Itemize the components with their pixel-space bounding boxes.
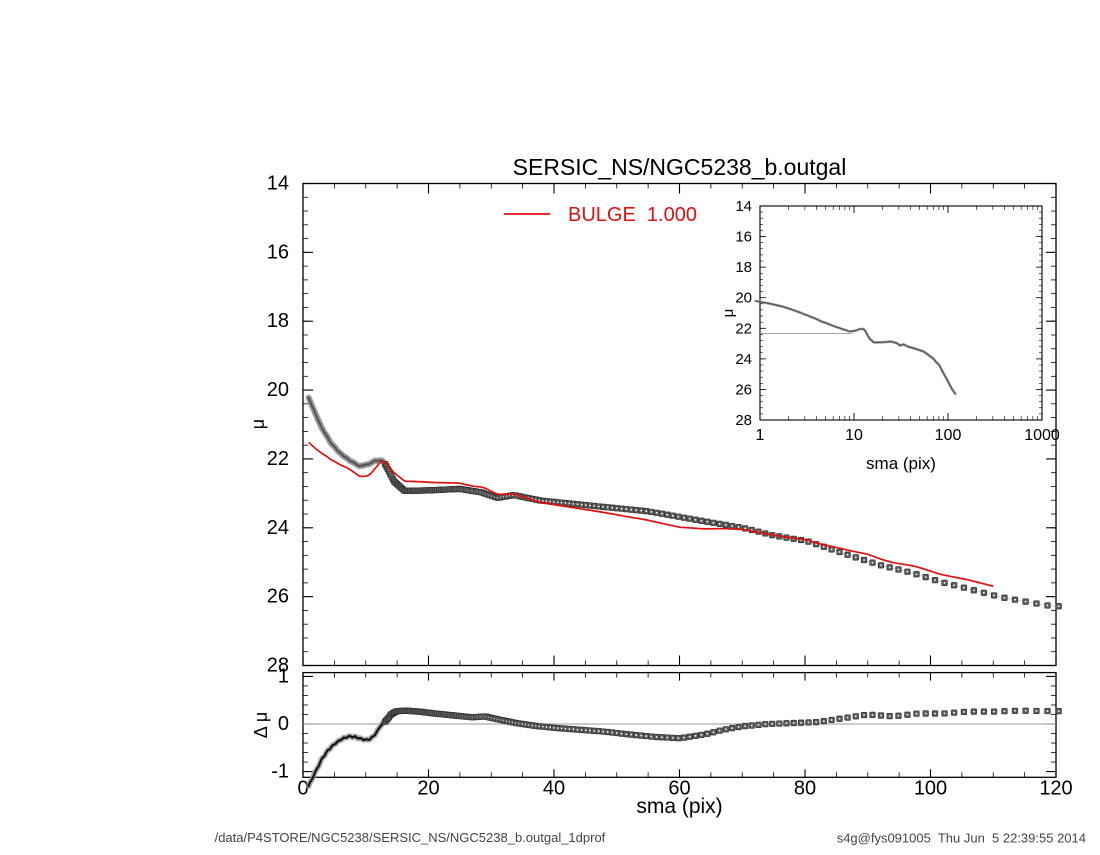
svg-text:s4g@fys091005 Thu Jun 5 22:3: s4g@fys091005 Thu Jun 5 22:39:55 2014	[837, 831, 1086, 846]
svg-text:0: 0	[278, 713, 289, 735]
svg-text:20: 20	[267, 379, 289, 401]
svg-text:80: 80	[794, 777, 816, 799]
svg-text:16: 16	[735, 229, 752, 246]
svg-text:24: 24	[735, 351, 752, 368]
svg-text:22: 22	[267, 448, 289, 470]
svg-text:26: 26	[735, 381, 752, 398]
svg-text:20: 20	[735, 290, 752, 307]
svg-text:μ: μ	[720, 309, 737, 318]
svg-text:sma (pix): sma (pix)	[636, 795, 722, 818]
svg-text:/data/P4STORE/NGC5238/SERSIC_N: /data/P4STORE/NGC5238/SERSIC_NS/NGC5238_…	[215, 830, 606, 845]
svg-text:20: 20	[417, 777, 439, 799]
svg-text:40: 40	[543, 777, 565, 799]
svg-text:18: 18	[267, 310, 289, 332]
svg-text:28: 28	[735, 412, 752, 429]
svg-text:22: 22	[735, 320, 752, 337]
svg-text:μ: μ	[248, 419, 268, 429]
svg-text:-1: -1	[271, 761, 289, 783]
svg-text:14: 14	[267, 173, 289, 195]
svg-text:Δ μ: Δ μ	[251, 712, 271, 738]
svg-text:sma (pix): sma (pix)	[866, 454, 936, 473]
svg-text:16: 16	[267, 241, 289, 263]
svg-text:100: 100	[935, 427, 962, 444]
svg-text:18: 18	[735, 259, 752, 276]
svg-text:10: 10	[845, 427, 863, 444]
svg-text:BULGE 1.000: BULGE 1.000	[568, 204, 697, 226]
svg-text:1: 1	[756, 427, 765, 444]
svg-text:1: 1	[278, 665, 289, 687]
svg-text:SERSIC_NS/NGC5238_b.outgal: SERSIC_NS/NGC5238_b.outgal	[513, 154, 847, 180]
svg-text:26: 26	[267, 586, 289, 608]
svg-text:120: 120	[1039, 777, 1072, 799]
svg-text:100: 100	[914, 777, 947, 799]
svg-text:14: 14	[735, 198, 752, 215]
svg-text:24: 24	[267, 517, 289, 539]
svg-text:1000: 1000	[1024, 427, 1060, 444]
